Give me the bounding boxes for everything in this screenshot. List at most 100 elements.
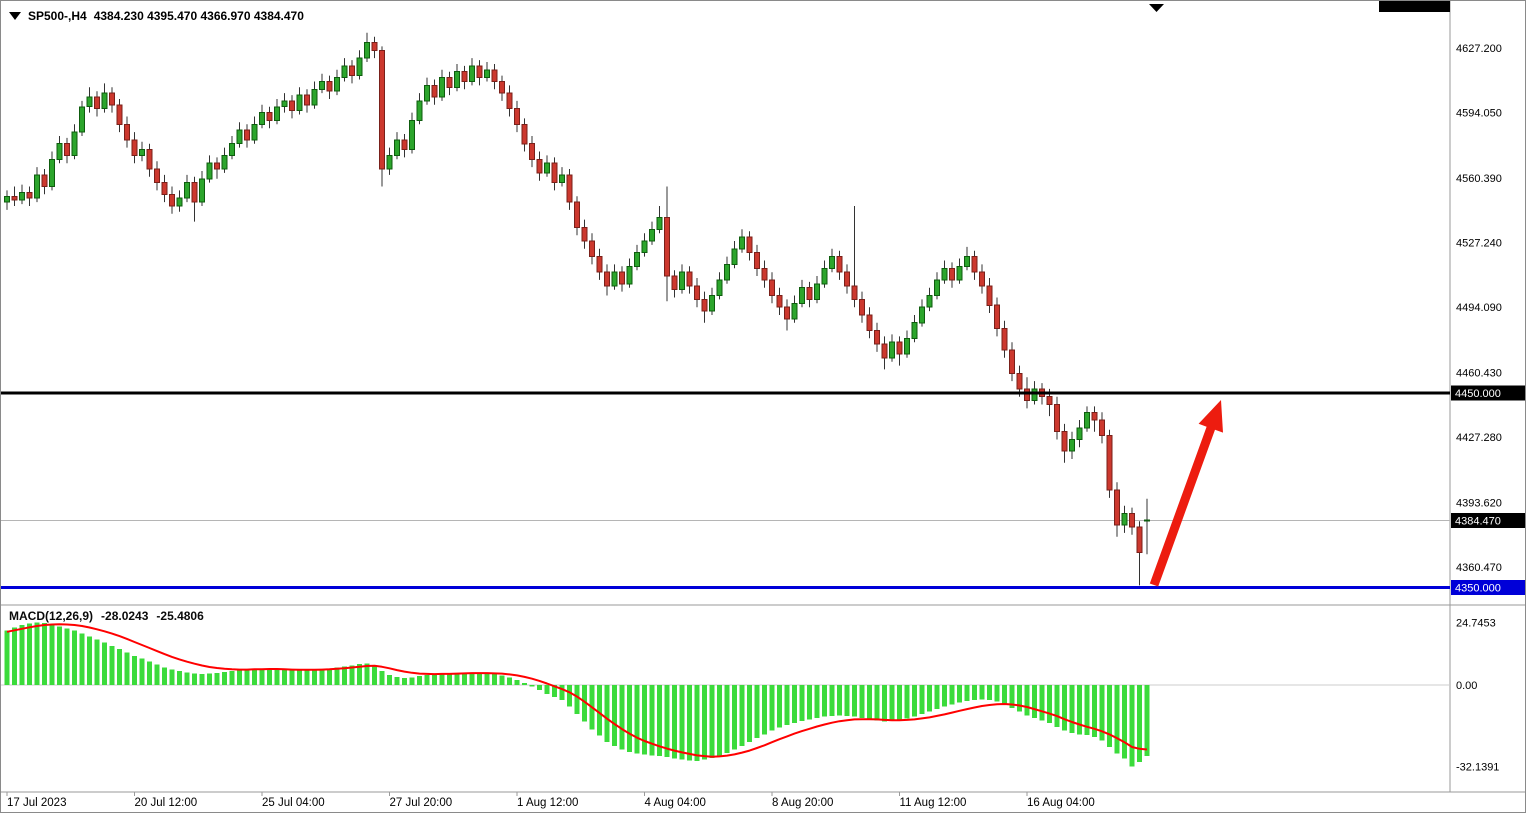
price-tick-label: 4360.470 (1456, 562, 1502, 574)
candle-body (341, 65, 348, 79)
macd-bar (364, 663, 370, 685)
macd-bar (229, 670, 235, 685)
macd-tick-label: 0.00 (1456, 680, 1477, 692)
price-tick-label: 4594.050 (1456, 108, 1502, 120)
macd-bar (379, 671, 385, 685)
macd-bar (357, 664, 362, 685)
macd-bar (1137, 685, 1142, 763)
candle-body (701, 298, 708, 312)
candle-body (649, 228, 655, 242)
candle-body (956, 265, 963, 281)
candle-body (859, 298, 865, 316)
macd-bar (334, 667, 340, 685)
candle-body (11, 195, 18, 201)
macd-bar (942, 685, 947, 707)
macd-bar (762, 685, 767, 735)
candle-body (619, 271, 625, 285)
candle-body (536, 158, 543, 174)
trend-arrow-annotation[interactable] (1149, 400, 1223, 587)
price-tick-label: 4427.280 (1456, 432, 1502, 444)
ohlc-values: 4384.230 4395.470 4366.970 4384.470 (93, 9, 304, 23)
macd-bar (949, 685, 955, 705)
macd-bar (312, 669, 317, 685)
macd-bar (1107, 685, 1112, 747)
macd-bar (792, 685, 797, 723)
macd-bar (1054, 685, 1060, 727)
macd-bar (349, 665, 355, 685)
macd-bar (1062, 685, 1067, 731)
candle-body (671, 275, 678, 291)
chart-shift-marker-icon[interactable] (1149, 4, 1164, 12)
macd-bar (424, 674, 430, 685)
candle-body (679, 271, 685, 291)
time-tick-label: 20 Jul 12:00 (135, 797, 198, 809)
candle-body (101, 92, 108, 110)
macd-bar (154, 664, 160, 685)
macd-signal-line (6, 623, 1148, 758)
macd-bar (769, 685, 775, 731)
candle-body (56, 143, 63, 160)
price-tag (1451, 512, 1525, 528)
candle-body (551, 162, 558, 184)
macd-bar (1129, 685, 1135, 767)
candle-body (806, 287, 813, 300)
macd-bar (874, 685, 880, 721)
candle-body (971, 256, 978, 273)
candle-body (349, 65, 355, 77)
candle-body (169, 193, 175, 207)
candle-body (514, 108, 520, 125)
candle-body (521, 123, 528, 145)
candle-body (221, 154, 228, 170)
macd-bar (702, 685, 707, 760)
candle-body (296, 94, 303, 112)
macd-bar (739, 685, 745, 746)
candle-body (829, 256, 835, 269)
macd-bar (319, 669, 325, 685)
candle-body (146, 149, 153, 170)
candle-body (964, 256, 970, 267)
candle-body (559, 174, 565, 184)
macd-bar (754, 685, 760, 739)
candle-body (289, 100, 295, 112)
symbol-dropdown-icon (9, 12, 21, 20)
time-tick-label: 17 Jul 2023 (7, 797, 66, 809)
candle-body (979, 271, 985, 287)
macd-bar (417, 676, 422, 685)
time-tick-label: 8 Aug 20:00 (772, 797, 833, 809)
macd-bar (19, 625, 25, 685)
macd-bar (964, 685, 970, 702)
candle-body (364, 42, 370, 59)
price-tag-label: 4384.470 (1455, 515, 1501, 527)
candle-body (664, 217, 670, 277)
macd-bar (507, 677, 512, 685)
candle-body (814, 283, 820, 300)
macd-bar (934, 685, 940, 710)
macd-bar (672, 685, 677, 759)
macd-bar (274, 669, 280, 685)
candle-body (431, 84, 438, 98)
macd-bar (132, 655, 137, 685)
candle-body (889, 341, 895, 359)
candle-body (799, 287, 805, 304)
macd-bar (207, 673, 212, 685)
macd-bar (664, 685, 670, 758)
macd-bar (642, 685, 647, 755)
candle-body (896, 341, 903, 355)
macd-bar (342, 666, 347, 685)
price-tags: 4450.000 4384.470 4350.000 (1451, 385, 1525, 595)
candle-body (866, 314, 873, 332)
macd-bar (454, 672, 460, 685)
macd-bar (747, 685, 752, 742)
macd-bar (409, 677, 415, 685)
macd-bar (889, 685, 895, 721)
macd-bar (199, 673, 205, 685)
macd-bar (259, 668, 265, 685)
macd-bar (492, 674, 497, 685)
candle-body (94, 96, 100, 110)
candle-body (949, 267, 955, 281)
candle-body (881, 343, 888, 359)
macd-bar (544, 685, 550, 694)
candle-body (206, 162, 213, 180)
candle-body (4, 195, 10, 203)
